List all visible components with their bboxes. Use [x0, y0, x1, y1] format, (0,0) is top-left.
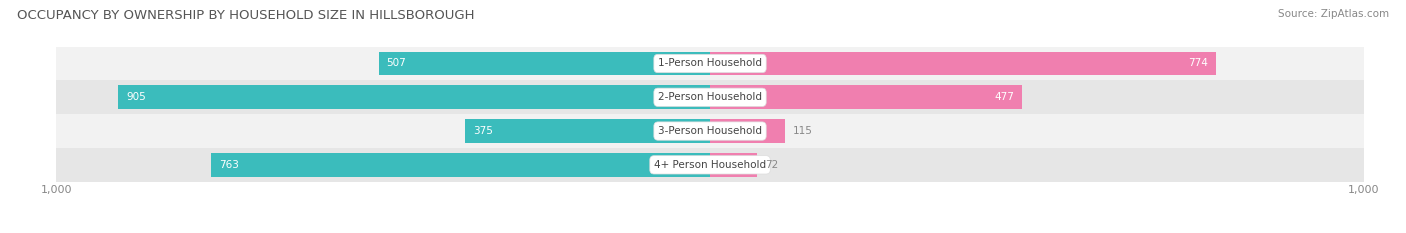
Text: 115: 115	[793, 126, 813, 136]
Bar	[118, 86, 710, 109]
Text: 477: 477	[994, 92, 1014, 102]
Bar	[56, 80, 1364, 114]
Bar	[465, 119, 710, 143]
Bar	[56, 47, 1364, 80]
Text: 774: 774	[1188, 58, 1208, 69]
Text: 3-Person Household: 3-Person Household	[658, 126, 762, 136]
Bar	[211, 153, 710, 177]
Bar	[378, 52, 710, 75]
Text: 375: 375	[472, 126, 492, 136]
Text: 1-Person Household: 1-Person Household	[658, 58, 762, 69]
Bar	[710, 86, 1022, 109]
Bar	[710, 52, 1216, 75]
Text: 905: 905	[127, 92, 146, 102]
Text: OCCUPANCY BY OWNERSHIP BY HOUSEHOLD SIZE IN HILLSBOROUGH: OCCUPANCY BY OWNERSHIP BY HOUSEHOLD SIZE…	[17, 9, 474, 22]
Bar	[710, 119, 785, 143]
Text: Source: ZipAtlas.com: Source: ZipAtlas.com	[1278, 9, 1389, 19]
Text: 763: 763	[219, 160, 239, 170]
Text: 4+ Person Household: 4+ Person Household	[654, 160, 766, 170]
Bar	[710, 153, 756, 177]
Text: 2-Person Household: 2-Person Household	[658, 92, 762, 102]
Text: 507: 507	[387, 58, 406, 69]
Text: 72: 72	[765, 160, 778, 170]
Bar	[56, 114, 1364, 148]
Bar	[56, 148, 1364, 182]
